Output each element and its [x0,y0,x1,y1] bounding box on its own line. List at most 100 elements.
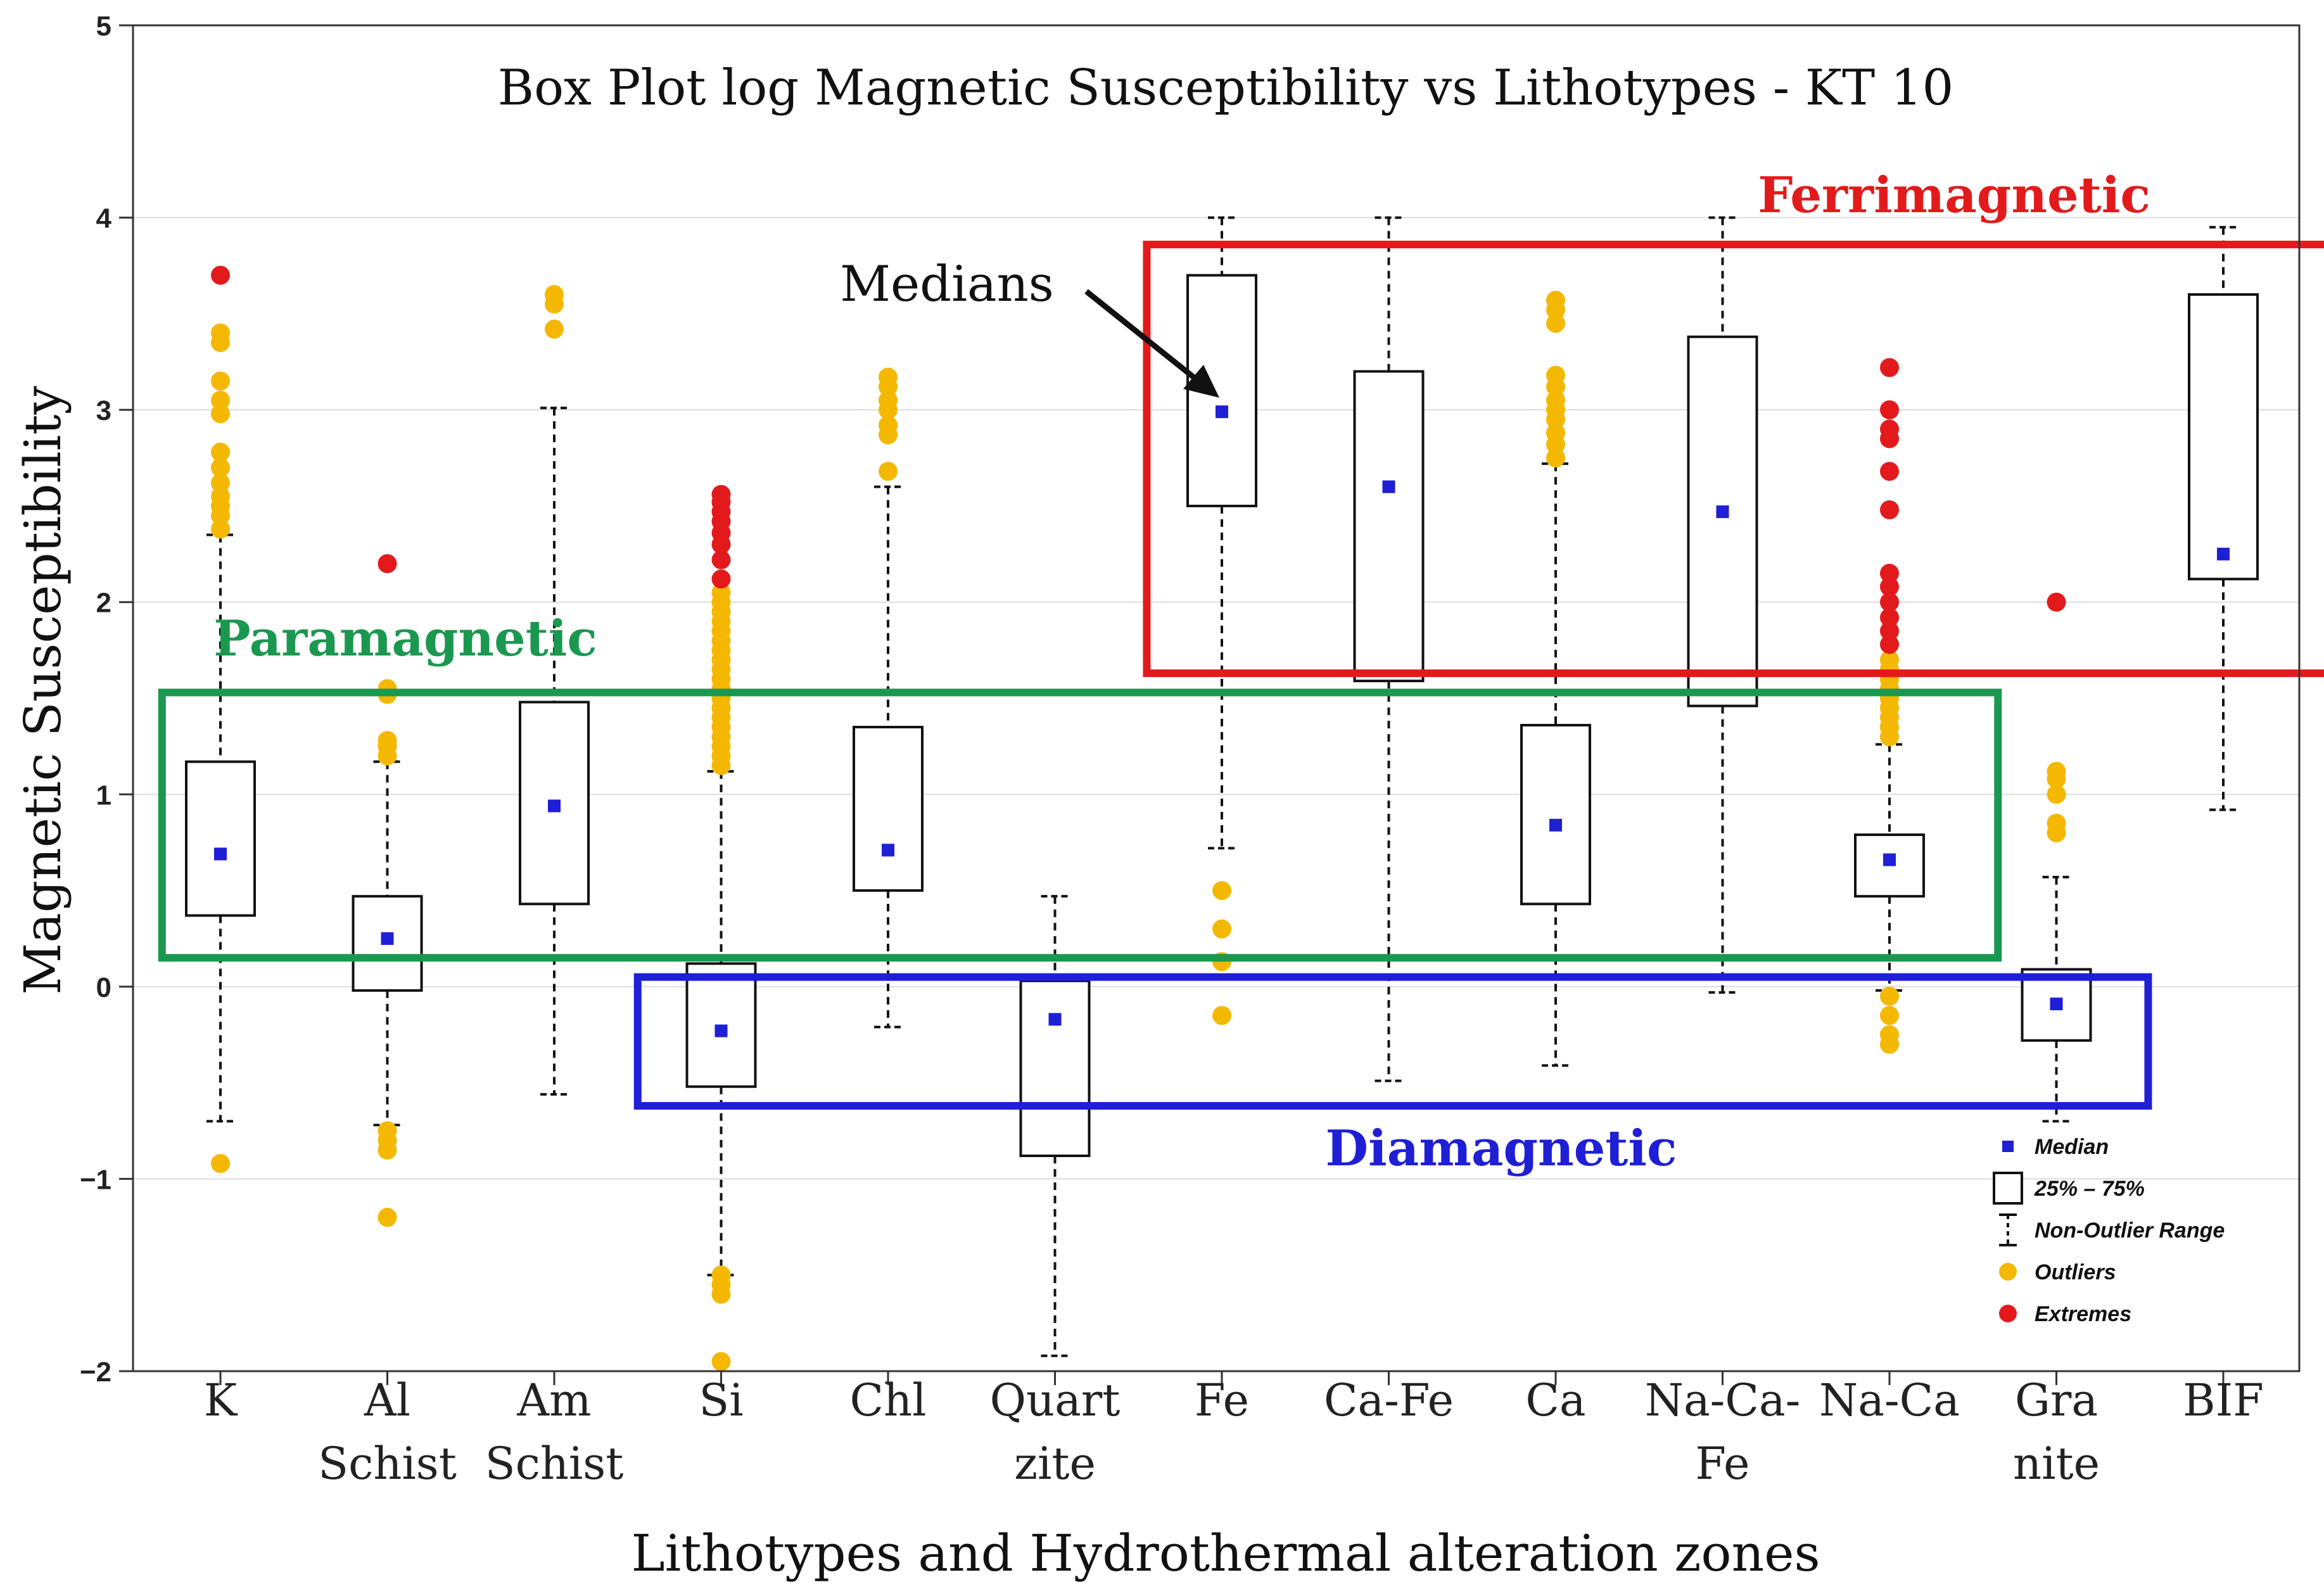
outlier-point [1546,390,1565,410]
x-tick-label: Chl [849,1374,926,1426]
extreme-point [1880,564,1899,583]
chart-title: Box Plot log Magnetic Susceptibility vs … [498,60,1953,117]
outlier-point [879,462,898,481]
outlier-point [879,367,898,387]
box-group [1520,291,1591,1067]
extreme-point [2047,592,2066,612]
box-iqr [1687,335,1758,707]
legend-entry: Extremes [1999,1302,2131,1326]
x-axis-label: Lithotypes and Hydrothermal alteration z… [632,1524,1820,1583]
median-marker [714,1024,728,1037]
extreme-point [211,265,230,285]
plot-frame [132,24,2301,1372]
zone-ferrimagnetic [1143,241,2324,678]
medians-arrow [1084,289,1219,398]
median-marker [1216,405,1228,419]
median-marker [2217,547,2230,560]
box-group [352,554,423,1227]
outlier-point [1880,987,1899,1006]
legend-entry: Outliers [1999,1260,2116,1284]
x-tick-label: Si [699,1374,743,1426]
outlier-point [1546,291,1565,310]
x-tick-label: zite [1014,1438,1096,1490]
median-marker [1382,480,1395,493]
x-tick-label: Ca-Fe [1324,1374,1454,1426]
outlier-point [2047,761,2066,781]
outlier-point [2047,813,2066,833]
x-tick-label: BIF [2183,1374,2264,1426]
box-group [1353,216,1425,1082]
outlier-point [1212,1006,1231,1025]
outlier-point [2047,785,2066,804]
zone-rectangles [158,241,2324,1110]
y-tick-label: −1 [80,1164,111,1195]
outlier-point [1546,365,1565,385]
extreme-point [711,550,731,569]
legend-median-swatch [2002,1141,2014,1152]
box-iqr [1520,724,1591,906]
x-tick-label: Fe [1695,1438,1749,1490]
median-marker [381,932,394,945]
medians-label: Medians [840,256,1054,313]
outlier-point [211,371,230,391]
outlier-point [1546,314,1565,333]
box-iqr [185,760,256,917]
extreme-point [1880,608,1899,627]
extreme-point [1880,592,1899,612]
x-tick-label: Am [517,1374,592,1426]
outlier-point [545,319,564,339]
outlier-point [1546,448,1565,468]
outlier-point [1880,1025,1899,1044]
x-tick-label: Gra [2015,1374,2098,1426]
outlier-point [211,442,230,462]
extreme-point [378,554,397,573]
diamagnetic-label: Diamagnetic [1326,1120,1677,1177]
box-group [853,367,924,1029]
x-tick-label: Schist [318,1438,457,1490]
box-group [685,484,757,1371]
outlier-point [1880,650,1899,669]
median-marker [1716,505,1729,519]
outlier-point [1212,919,1231,939]
outlier-point [378,1121,397,1141]
extreme-point [1880,577,1899,597]
box-group [2188,225,2259,811]
box-group [519,285,590,1096]
box-iqr [1353,370,1425,683]
y-tick-label: −2 [80,1357,111,1388]
outlier-point [211,390,230,410]
median-marker [1883,853,1896,866]
paramagnetic-label: Paramagnetic [213,610,597,668]
outlier-point [879,415,898,435]
x-tick-label: Fe [1195,1374,1249,1426]
box-series [185,216,2259,1371]
extreme-point [1880,419,1899,439]
legend-label: Outliers [2035,1260,2116,1284]
zone-paramagnetic [158,688,2002,962]
outlier-point [879,390,898,410]
y-axis-ticks: −2 −1 0 1 2 3 4 5 [80,11,133,1388]
box-iqr [1019,979,1091,1157]
outlier-point [1212,881,1231,901]
ferrimagnetic-label: Ferrimagnetic [1758,167,2150,224]
y-tick-label: 1 [96,780,111,811]
outlier-point [545,285,564,304]
extreme-point [1880,635,1899,654]
x-tick-label: K [204,1374,238,1426]
median-marker [2050,998,2063,1011]
median-marker [1048,1013,1062,1026]
outlier-point [711,1265,731,1285]
legend: Median 25% – 75% Non-Outlier Range Outliers… [1993,1135,2225,1326]
y-tick-label: 3 [96,395,111,426]
extreme-point [1880,462,1899,481]
legend-entry: Non-Outlier Range [1999,1213,2225,1246]
legend-label: Non-Outlier Range [2035,1219,2225,1243]
legend-entry: Median [2002,1135,2109,1159]
box-iqr [2188,293,2259,581]
outlier-point [211,1154,230,1174]
box-group [1687,216,1758,994]
outlier-point [378,1208,397,1227]
legend-dot-swatch [1999,1305,2017,1322]
outlier-point [211,404,230,424]
